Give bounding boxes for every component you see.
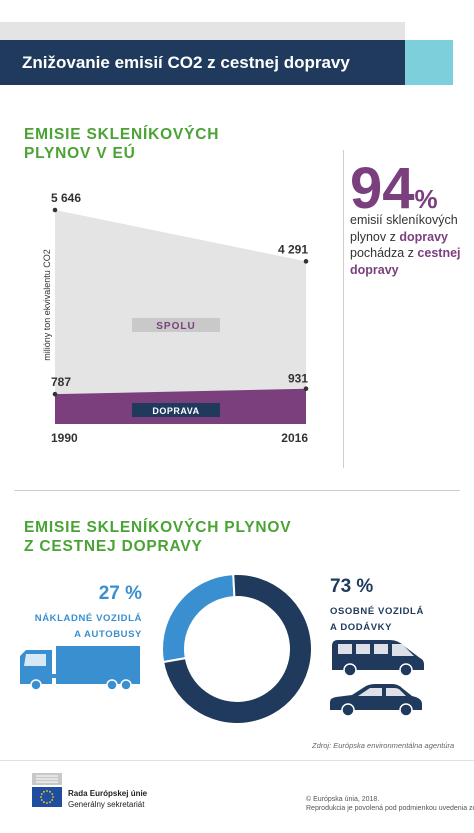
freight-label-line1: NÁKLADNÉ VOZIDLÁ — [34, 613, 142, 624]
highlight-value: 94 — [350, 156, 415, 221]
highlight-unit: % — [414, 184, 438, 214]
data-point — [52, 391, 58, 397]
eu-star — [51, 793, 54, 795]
eu-flag-icon — [32, 787, 62, 807]
series-label-bg-transport — [132, 403, 220, 417]
section1-title-line2: PLYNOV V EÚ — [24, 145, 136, 162]
footer-copyright-line1: © Európska únia, 2018. — [306, 796, 380, 803]
highlight-line3: pochádza z cestnej — [350, 246, 461, 260]
header-accent — [405, 40, 453, 85]
eu-star — [46, 790, 48, 792]
council-building-icon — [32, 773, 62, 785]
truck-icon — [20, 646, 140, 691]
eu-star — [40, 796, 42, 798]
eu-star — [46, 802, 48, 804]
eu-star — [51, 799, 54, 801]
passenger-label-line2: A DODÁVKY — [330, 622, 393, 633]
freight-percent: 27 % — [98, 583, 142, 604]
footer-org-line2: Generálny sekretariát — [68, 800, 145, 809]
source-note: Zdroj: Európska environmentálna agentúra — [312, 741, 455, 750]
section1-title: EMISIE SKLENÍKOVÝCH PLYNOV V EÚ — [24, 125, 219, 163]
highlight-line2: plynov z dopravy — [350, 229, 448, 244]
section2-title: EMISIE SKLENÍKOVÝCH PLYNOV Z CESTNEJ DOP… — [24, 518, 291, 556]
donut-slice-passenger — [161, 573, 313, 725]
footer-copyright-line2: Reprodukcia je povolená pod podmienkou u… — [306, 805, 474, 812]
x-tick-label: 2016 — [281, 431, 308, 445]
footer-divider — [0, 760, 474, 761]
data-label: 4 291 — [278, 242, 308, 256]
data-point — [303, 386, 309, 392]
eu-star — [43, 790, 45, 793]
passenger-label-line1: OSOBNÉ VOZIDLÁ — [330, 606, 424, 617]
eu-star — [40, 799, 43, 801]
data-label: 5 646 — [51, 191, 81, 205]
freight-label-line2: A AUTOBUSY — [74, 629, 142, 640]
series-label-total: SPOLU — [156, 321, 195, 332]
section1-title-line1: EMISIE SKLENÍKOVÝCH — [24, 126, 220, 143]
footer-copyright: © Európska únia, 2018. Reprodukcia je po… — [306, 795, 474, 813]
section2-title-line2: Z CESTNEJ DOPRAVY — [24, 538, 203, 555]
data-label: 931 — [288, 372, 308, 386]
header-bar — [0, 40, 405, 85]
data-point — [52, 207, 58, 213]
eu-star — [40, 793, 43, 795]
footer-org: Rada Európskej únie Generálny sekretariá… — [68, 788, 147, 810]
y-axis-label-wrap: milióny ton ekvivalentu CO2 — [2, 249, 92, 361]
car-icon — [330, 684, 422, 717]
emissions-area-chart: 5 646 4 291 787 931 SPOLU DOPRAVA 1990 2016 — [51, 191, 309, 445]
highlight-line1: emisií skleníkových — [350, 213, 458, 227]
data-point — [303, 259, 309, 264]
donut-slice-freight — [161, 573, 236, 664]
highlight-figure: 94% — [350, 160, 438, 218]
section2-title-line1: EMISIE SKLENÍKOVÝCH PLYNOV — [24, 519, 292, 536]
eu-star — [52, 796, 54, 798]
series-label-transport: DOPRAVA — [152, 406, 199, 416]
eu-star — [49, 790, 51, 793]
series-label-bg-total — [132, 318, 220, 332]
horizontal-divider — [14, 490, 460, 491]
road-transport-donut-chart — [161, 573, 313, 725]
x-tick-label: 1990 — [51, 431, 78, 445]
vertical-divider — [343, 150, 344, 468]
van-icon — [332, 640, 424, 677]
y-axis-label: milióny ton ekvivalentu CO2 — [42, 249, 52, 361]
highlight-description: emisií skleníkových plynov z dopravy poc… — [350, 212, 468, 278]
eu-star — [43, 801, 45, 804]
data-label: 787 — [51, 375, 71, 389]
highlight-line4: dopravy — [350, 262, 399, 277]
eu-star — [49, 801, 51, 804]
freight-block: 27 % NÁKLADNÉ VOZIDLÁ A AUTOBUSY — [20, 583, 142, 643]
passenger-block: 73 % OSOBNÉ VOZIDLÁ A DODÁVKY — [330, 576, 424, 636]
passenger-percent: 73 % — [330, 576, 374, 597]
page-title: Znižovanie emisií CO2 z cestnej dopravy — [22, 53, 350, 72]
area-total — [55, 210, 306, 424]
footer-org-line1: Rada Európskej únie — [68, 789, 148, 798]
header-top-strip — [0, 22, 405, 40]
